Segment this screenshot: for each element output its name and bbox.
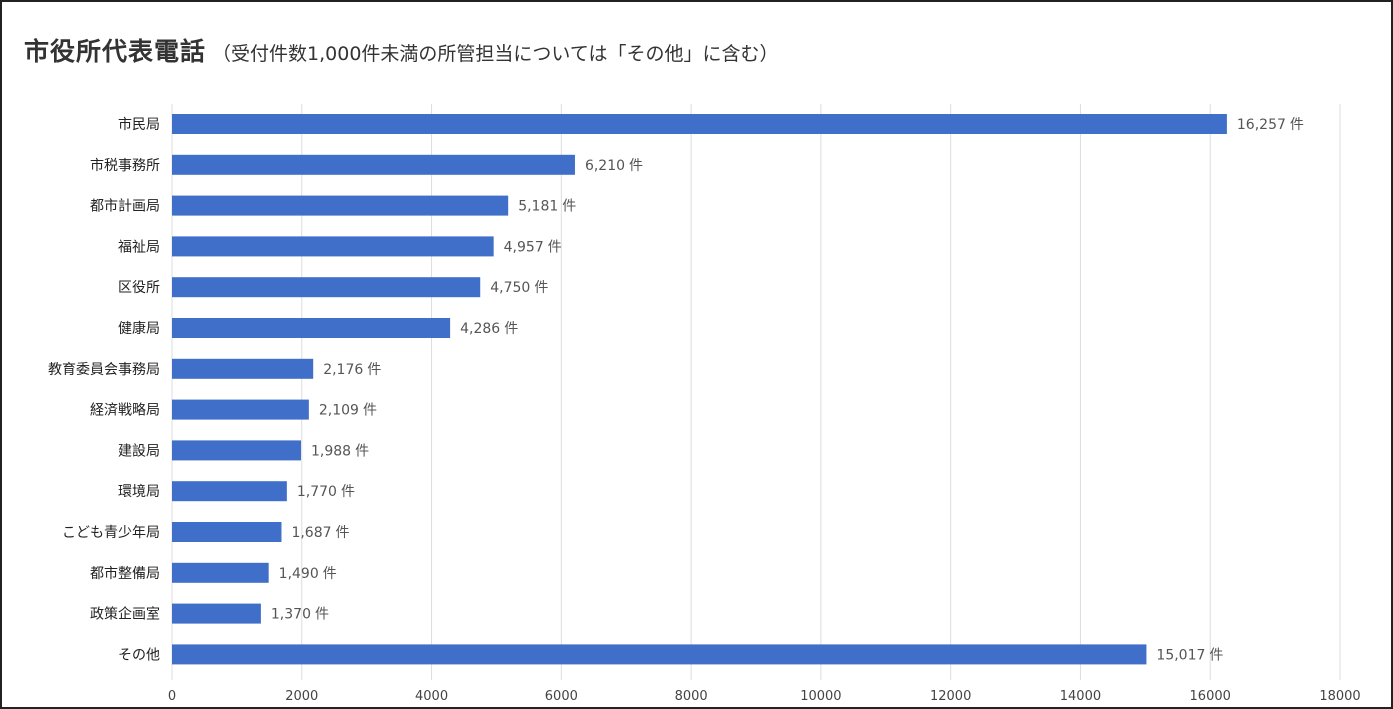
x-tick-label: 14000 [1060, 689, 1101, 704]
category-label: 市税事務所 [90, 157, 160, 174]
bar [172, 399, 309, 420]
data-label-unit: 件 [629, 158, 643, 174]
data-label-value: 1,490 [279, 566, 319, 582]
data-label: 1,687 件 [291, 525, 349, 541]
bars [172, 114, 1227, 665]
bar [172, 358, 314, 379]
data-label: 2,176 件 [323, 362, 381, 378]
data-label: 1,490 件 [279, 566, 337, 582]
bar [172, 603, 261, 624]
category-label: 建設局 [118, 443, 160, 459]
bar [172, 154, 575, 175]
data-label-unit: 件 [534, 280, 548, 296]
data-label: 15,017 件 [1156, 647, 1223, 663]
data-label: 1,370 件 [271, 607, 329, 623]
category-label: その他 [118, 647, 160, 663]
data-label-unit: 件 [336, 525, 350, 541]
data-label-value: 4,957 [504, 239, 544, 255]
data-label-unit: 件 [363, 403, 377, 419]
value-labels: 16,257 件6,210 件5,181 件4,957 件4,750 件4,286 件2,1… [271, 117, 1304, 663]
data-label-unit: 件 [548, 239, 562, 255]
x-tick-label: 12000 [930, 689, 971, 704]
data-label: 4,957 件 [504, 239, 562, 255]
data-label-unit: 件 [315, 607, 329, 623]
data-label-unit: 件 [504, 321, 518, 337]
data-label: 4,286 件 [460, 321, 518, 337]
data-label-value: 6,210 [585, 158, 625, 174]
bar [172, 195, 509, 216]
category-label: 健康局 [118, 320, 160, 337]
x-tick-label: 2000 [285, 689, 318, 704]
bar [172, 644, 1147, 665]
data-label-value: 5,181 [518, 199, 558, 215]
category-label: 都市整備局 [90, 565, 160, 582]
data-label: 1,988 件 [311, 443, 369, 459]
category-label: 市民局 [118, 116, 160, 133]
category-label: 経済戦略局 [90, 403, 160, 419]
bar [172, 277, 481, 298]
data-label: 5,181 件 [518, 199, 576, 215]
chart-title-row: 市役所代表電話 （受付件数1,000件未満の所管担当については「その他」に含む） [24, 32, 778, 68]
data-label-value: 4,750 [490, 280, 530, 296]
bar [172, 481, 287, 502]
bar [172, 114, 1227, 134]
x-tick-label: 18000 [1319, 689, 1360, 704]
chart-subtitle: （受付件数1,000件未満の所管担当については「その他」に含む） [212, 43, 779, 65]
bar [172, 318, 451, 338]
data-label: 1,770 件 [297, 484, 355, 500]
category-label: こども青少年局 [62, 525, 160, 541]
x-tick-label: 8000 [675, 689, 708, 704]
data-label-value: 1,687 [291, 525, 331, 541]
category-label: 区役所 [118, 280, 160, 296]
data-label: 4,750 件 [490, 280, 548, 296]
data-label: 2,109 件 [319, 403, 377, 419]
x-tick-label: 16000 [1190, 689, 1231, 704]
data-label-value: 1,770 [297, 484, 337, 500]
data-label-value: 4,286 [460, 321, 500, 337]
data-label-value: 1,988 [311, 443, 351, 459]
data-label: 16,257 件 [1237, 117, 1304, 133]
category-labels: 市民局市税事務所都市計画局福祉局区役所健康局教育委員会事務局経済戦略局建設局環境… [48, 116, 160, 663]
data-label-unit: 件 [355, 443, 369, 459]
category-label: 教育委員会事務局 [48, 362, 160, 378]
category-label: 政策企画室 [90, 606, 160, 623]
data-label-value: 2,176 [323, 362, 363, 378]
bar [172, 562, 269, 583]
category-label: 環境局 [118, 484, 160, 500]
data-label-unit: 件 [562, 199, 576, 215]
x-tick-label: 4000 [415, 689, 448, 704]
bar [172, 236, 494, 257]
data-label-value: 1,370 [271, 607, 311, 623]
data-label-value: 2,109 [319, 403, 359, 419]
x-tick-label: 6000 [545, 689, 578, 704]
data-label-unit: 件 [1290, 117, 1304, 133]
data-label-unit: 件 [341, 484, 355, 500]
data-label-unit: 件 [323, 566, 337, 582]
category-label: 福祉局 [118, 239, 160, 255]
chart-title: 市役所代表電話 [24, 37, 207, 66]
data-label-value: 16,257 [1237, 117, 1286, 133]
data-label-value: 15,017 [1156, 647, 1205, 663]
x-tick-label: 0 [168, 689, 176, 704]
data-label: 6,210 件 [585, 158, 643, 174]
data-label-unit: 件 [367, 362, 381, 378]
category-label: 都市計画局 [90, 198, 160, 215]
gridlines [171, 104, 1341, 680]
bar [172, 440, 301, 461]
x-axis-ticks: 0 2000 4000 6000 8000 10000 12000 14000 16000 180… [168, 689, 1361, 704]
bar [172, 522, 282, 542]
x-tick-label: 10000 [800, 689, 841, 704]
data-label-unit: 件 [1209, 647, 1223, 663]
